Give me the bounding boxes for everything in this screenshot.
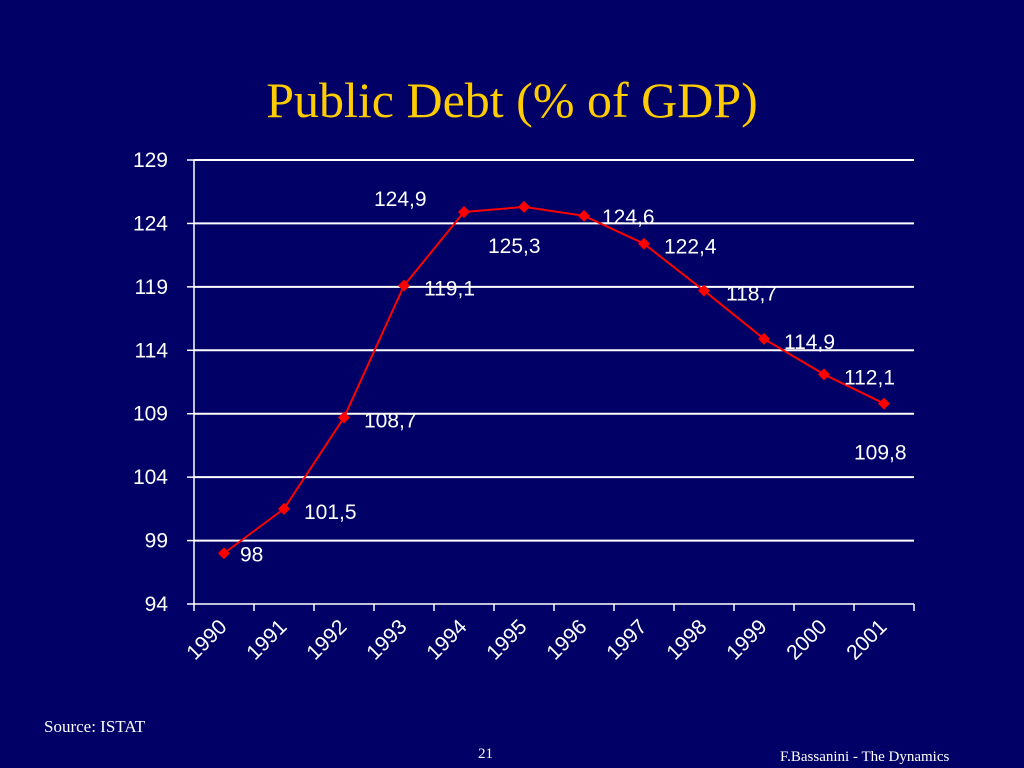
y-tick-label: 129	[133, 149, 168, 172]
data-label: 122,4	[664, 236, 717, 259]
x-tick-label: 1994	[422, 615, 472, 665]
series-line	[223, 205, 885, 555]
page-number: 21	[478, 746, 493, 762]
data-point-marker	[638, 237, 650, 250]
data-label: 124,9	[374, 188, 427, 211]
x-tick-label: 1995	[482, 615, 531, 664]
data-point-marker	[518, 200, 530, 213]
x-tick-label: 2000	[782, 615, 831, 664]
page-title: Public Debt (% of GDP)	[266, 72, 758, 128]
y-tick-label: 124	[133, 212, 168, 235]
data-point-marker	[338, 411, 350, 424]
x-tick-label: 1999	[722, 615, 771, 664]
data-labels: 98 101,5 108,7 119,1 124,9 125,3 124,6 122,4 118…	[240, 188, 907, 566]
x-tick-label: 1992	[302, 615, 351, 664]
data-point-marker	[278, 502, 290, 515]
x-tick-label: 1991	[242, 615, 291, 664]
series-line-path	[223, 205, 885, 555]
data-point-marker	[878, 397, 890, 410]
y-tick-label: 94	[145, 593, 169, 616]
data-label: 101,5	[304, 501, 357, 524]
data-point-marker	[818, 368, 830, 381]
data-label: 98	[240, 543, 263, 566]
x-tick-label: 1990	[182, 615, 231, 664]
data-label: 118,7	[726, 283, 777, 306]
y-tick-label: 114	[135, 339, 169, 362]
data-label: 114,9	[784, 331, 835, 354]
data-point-marker	[758, 332, 770, 345]
data-point-marker	[458, 206, 470, 219]
data-point-marker	[578, 209, 590, 222]
x-tick-label: 1997	[602, 615, 651, 664]
data-point-marker	[698, 284, 710, 297]
series-markers	[218, 200, 890, 560]
y-tick-labels: 94 99 104 109 114 119 124 129	[133, 149, 168, 616]
source-note: Source: ISTAT	[44, 717, 146, 736]
data-label: 112,1	[844, 366, 895, 389]
y-tick-label: 99	[145, 530, 168, 553]
axes	[187, 159, 915, 611]
gridlines	[194, 159, 914, 542]
data-label: 125,3	[488, 235, 541, 258]
x-tick-label: 1996	[542, 615, 591, 664]
y-tick-label: 104	[133, 466, 168, 489]
y-tick-label: 119	[135, 276, 168, 299]
data-label: 119,1	[424, 278, 475, 301]
data-label: 109,8	[854, 442, 907, 465]
x-tick-label: 1993	[362, 615, 411, 664]
x-tick-label: 1998	[662, 615, 711, 664]
x-tick-labels: 1990 1991 1992 1993 1994 1995 1996 1997 1998 1999…	[182, 615, 891, 665]
y-tick-label: 109	[133, 403, 168, 426]
data-point-marker	[398, 279, 410, 292]
footer-credit: F.Bassanini - The Dynamics	[780, 749, 950, 765]
x-tick-label: 2001	[842, 615, 891, 664]
data-label: 124,6	[602, 206, 655, 229]
data-label: 108,7	[364, 410, 417, 433]
data-point-marker	[218, 547, 230, 560]
